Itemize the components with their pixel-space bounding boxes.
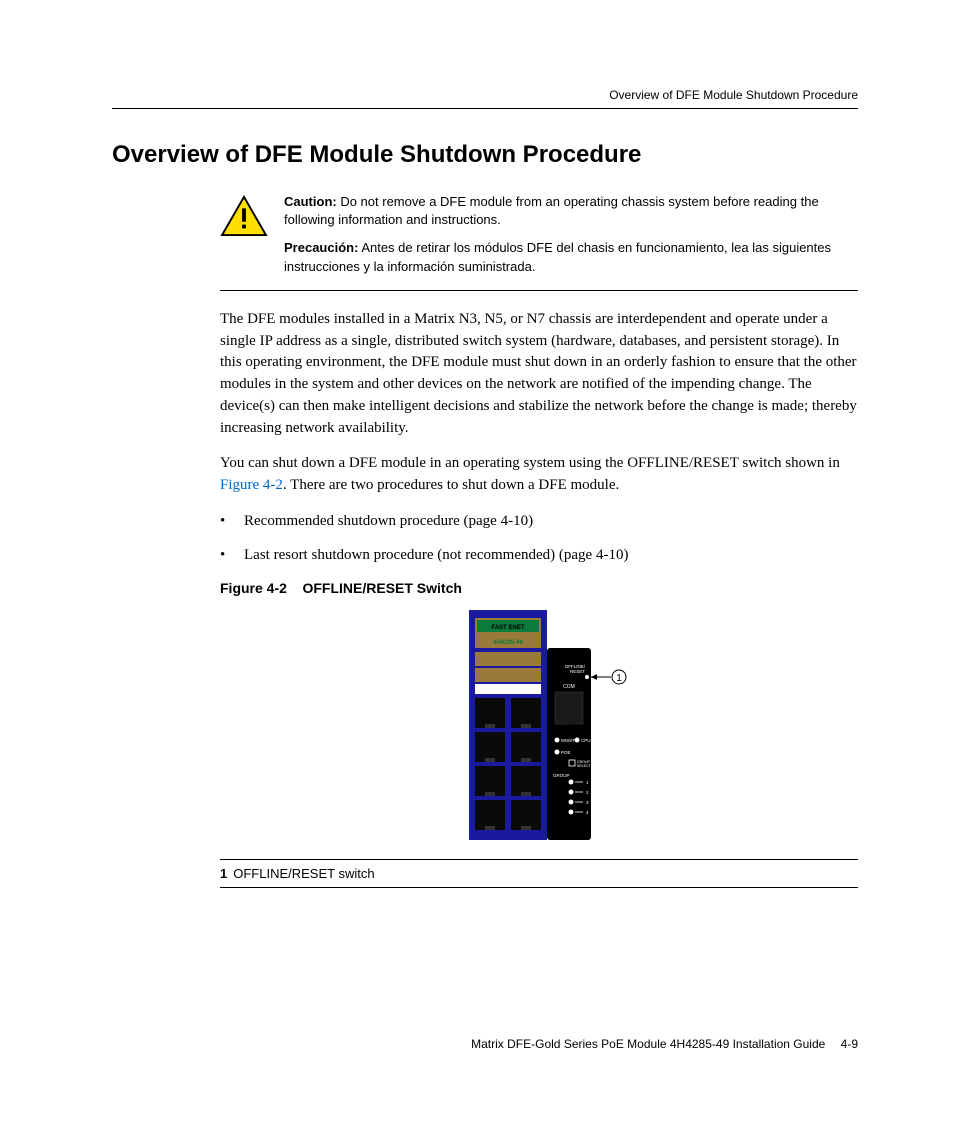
running-header: Overview of DFE Module Shutdown Procedur… — [112, 88, 858, 109]
figure-ref-link[interactable]: Figure 4-2 — [220, 477, 283, 493]
label-reset: RESET — [570, 669, 585, 674]
caution-body-es: Antes de retirar los módulos DFE del cha… — [284, 240, 831, 273]
list-item: Recommended shutdown procedure (page 4-1… — [220, 511, 858, 533]
page-title: Overview of DFE Module Shutdown Procedur… — [112, 141, 858, 169]
p2-a: You can shut down a DFE module in an ope… — [220, 455, 840, 471]
label-mgmt: MGMT — [561, 738, 575, 743]
caution-label-es: Precaución: — [284, 240, 358, 255]
label-com: COM — [563, 684, 575, 690]
offline-reset-switch — [585, 675, 589, 679]
paragraph-1: The DFE modules installed in a Matrix N3… — [220, 309, 858, 440]
bullet-list: Recommended shutdown procedure (page 4-1… — [220, 511, 858, 567]
callout-number: 1 — [616, 673, 622, 684]
caution-label-en: Caution: — [284, 194, 337, 209]
legend-text: OFFLINE/RESET switch — [233, 866, 374, 881]
footer-doc: Matrix DFE-Gold Series PoE Module 4H4285… — [471, 1037, 825, 1051]
figure-caption: Figure 4-2 OFFLINE/RESET Switch — [220, 580, 858, 596]
figure-title: OFFLINE/RESET Switch — [302, 580, 461, 596]
footer-page: 4-9 — [841, 1037, 858, 1051]
label-cpu: CPU — [581, 738, 591, 743]
label-group: GROUP — [553, 773, 570, 778]
module-label-top: FAST ENET — [491, 625, 524, 631]
label-poe: POE — [561, 750, 571, 755]
page-footer: Matrix DFE-Gold Series PoE Module 4H4285… — [471, 1037, 858, 1051]
module-label-bottom: 4H4285-49 — [493, 640, 523, 646]
p2-b: . There are two procedures to shut down … — [283, 477, 619, 493]
figure-label: Figure 4-2 — [220, 580, 287, 596]
caution-text: Caution: Do not remove a DFE module from… — [284, 193, 858, 276]
list-item: Last resort shutdown procedure (not reco… — [220, 545, 858, 567]
figure-legend: 1 OFFLINE/RESET switch — [220, 859, 858, 888]
paragraph-2: You can shut down a DFE module in an ope… — [220, 453, 858, 497]
caution-block: Caution: Do not remove a DFE module from… — [220, 193, 858, 291]
legend-num: 1 — [220, 866, 227, 881]
caution-body-en: Do not remove a DFE module from an opera… — [284, 194, 819, 227]
label-group-select-2: SELECT — [577, 764, 591, 768]
figure-diagram: FAST ENET 4H4285-49 — [220, 610, 858, 845]
caution-triangle-icon — [220, 195, 268, 237]
